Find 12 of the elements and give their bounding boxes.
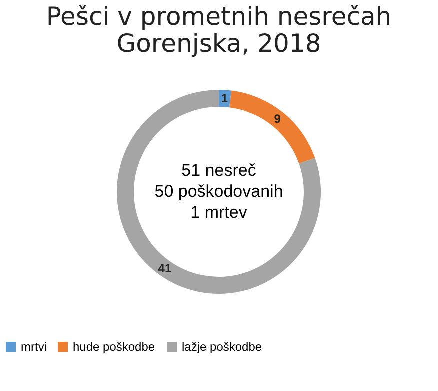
legend-label: hude poškodbe — [73, 340, 156, 354]
text: 50 poškodovanih — [154, 182, 284, 201]
data-label: 1 — [221, 92, 228, 106]
chart-title: Pešci v prometnih nesrečah Gorenjska, 2018 — [46, 2, 392, 58]
legend-label: lažje poškodbe — [182, 340, 262, 354]
legend-label: mrtvi — [21, 340, 47, 354]
donut-slice — [229, 90, 316, 164]
data-label: 9 — [274, 112, 282, 126]
text: 1 mrtev — [190, 203, 248, 222]
donut-slice — [117, 90, 321, 294]
data-label: 41 — [158, 261, 172, 276]
text: 51 nesreč — [182, 161, 257, 180]
